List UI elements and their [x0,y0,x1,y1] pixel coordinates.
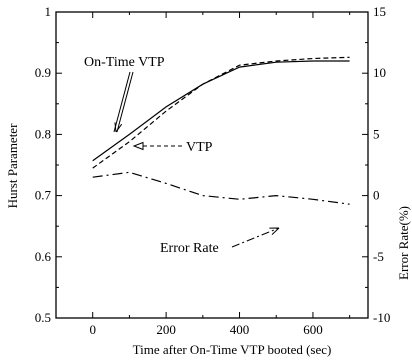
y-right-tick-label: 0 [373,188,380,203]
y-left-tick-label: 0.9 [35,65,51,80]
ticks-group: 0 200 400 600 0.5 0.6 0.7 0.8 0.9 1 -10 -5 0 5 10 15 [35,4,391,337]
x-axis-label: Time after On-Time VTP booted (sec) [133,342,332,357]
x-tick-label: 200 [156,322,176,337]
annotation-vtp-arrowhead [132,141,144,151]
y-left-tick-label: 0.5 [35,310,51,325]
annotation-error-rate: Error Rate [160,241,219,256]
series-line-vtp [92,56,350,169]
y-right-tick-label: 15 [373,4,386,19]
y-left-tick-label: 0.8 [35,126,51,141]
y-left-tick-label: 0.6 [35,249,52,264]
y-left-tick-label: 0.7 [35,188,52,203]
y-right-tick-label: -5 [373,249,384,264]
annotation-vtp: VTP [186,140,213,155]
y-right-tick-label: 10 [373,65,386,80]
x-tick-label: 400 [230,322,250,337]
annotation-error-rate-arrowhead [269,227,280,235]
y-right-tick-label: -10 [373,310,390,325]
series-line-error-rate [92,171,350,205]
annotation-on-time-vtp-leader-2 [113,71,131,133]
annotation-on-time-vtp: On-Time VTP [84,55,165,70]
y-left-tick-label: 1 [45,4,52,19]
annotation-error-rate-leader [231,227,280,248]
annotations-group: On-Time VTP VTP Error Rate [84,55,280,256]
annotation-on-time-vtp-arrowhead [114,122,123,133]
y-right-tick-label: 5 [373,126,380,141]
x-tick-label: 0 [89,322,96,337]
series-line-on-time-vtp [92,60,350,162]
series-group [92,56,350,205]
annotation-on-time-vtp-leader [116,71,134,133]
x-tick-label: 600 [303,322,323,337]
y-axis-label-right: Error Rate(%) [396,206,411,280]
y-axis-label-left: Hurst Parameter [5,123,20,209]
